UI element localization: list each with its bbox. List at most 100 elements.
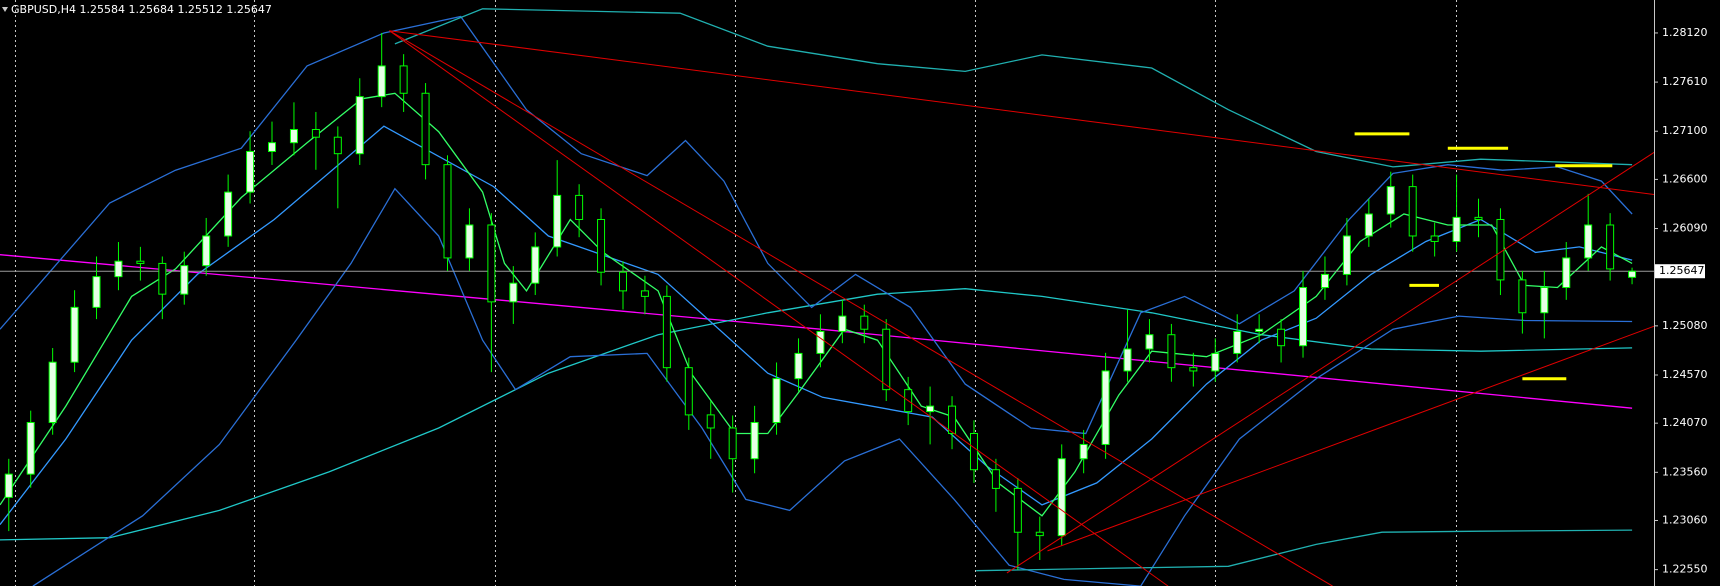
- candle-body: [1342, 235, 1351, 275]
- indicator-line: [394, 8, 1633, 168]
- candle-body: [1474, 216, 1483, 220]
- candle-body: [1189, 367, 1198, 372]
- candle-body: [1299, 287, 1308, 347]
- y-tick-label: 1.25080: [1662, 319, 1708, 332]
- candle-body: [289, 128, 298, 144]
- candle-body: [443, 164, 452, 259]
- candle-body: [26, 421, 35, 475]
- candle-body: [662, 295, 671, 369]
- candle-body: [838, 315, 847, 332]
- candle-body: [1167, 334, 1176, 369]
- trend-line: [1047, 325, 1654, 552]
- trend-line: [389, 30, 1169, 586]
- candle-body: [1430, 235, 1439, 242]
- y-tick-label: 1.27610: [1662, 75, 1708, 88]
- candle-body: [1233, 330, 1242, 354]
- candle-body: [1255, 328, 1264, 332]
- candle-body: [640, 290, 649, 297]
- candle-body: [70, 306, 79, 363]
- candle-body: [991, 469, 1000, 489]
- candle-body: [1211, 352, 1220, 372]
- candle-body: [487, 224, 496, 303]
- candle-body: [860, 315, 869, 330]
- candle-body: [4, 473, 13, 498]
- candle-body: [618, 271, 627, 292]
- price-axis: 1.28120 1.27610 1.27100 1.26600 1.26090 1.250…: [1654, 26, 1708, 576]
- candle-body: [553, 194, 562, 248]
- candle-body: [246, 150, 255, 193]
- y-tick-label: 1.23560: [1662, 465, 1708, 478]
- y-tick-label: 1.24570: [1662, 368, 1708, 381]
- candle-body: [1101, 370, 1110, 445]
- candle-body: [1079, 443, 1088, 460]
- candle-body: [706, 414, 715, 429]
- y-tick-label: 1.24070: [1662, 416, 1708, 429]
- candle-body: [202, 235, 211, 267]
- candle-body: [1277, 328, 1286, 347]
- y-tick-label: 1.28120: [1662, 26, 1708, 39]
- candle-body: [1013, 487, 1022, 533]
- candle-body: [1628, 270, 1637, 278]
- candle-body: [1452, 216, 1461, 242]
- candle-body: [114, 260, 123, 278]
- candle-body: [1518, 279, 1527, 314]
- candle-body: [816, 330, 825, 354]
- candle-body: [224, 191, 233, 237]
- candle-body: [180, 265, 189, 295]
- candle-body: [311, 128, 320, 138]
- candle-body: [1320, 273, 1329, 289]
- candle-body: [136, 260, 145, 264]
- candle-body: [948, 405, 957, 434]
- candle-body: [333, 136, 342, 155]
- candle-body: [728, 427, 737, 460]
- current-price-label: 1.25647: [1659, 264, 1705, 277]
- candle-body: [1562, 257, 1571, 289]
- trend-line: [389, 30, 1654, 195]
- chart-title: GBPUSD,H4 1.25584 1.25684 1.25512 1.2564…: [11, 3, 272, 16]
- trend-line: [1006, 151, 1654, 574]
- current-price-box: [1655, 264, 1705, 279]
- candle-body: [575, 194, 584, 220]
- candle-body: [268, 142, 277, 152]
- candle-body: [509, 282, 518, 303]
- candle-body: [1540, 287, 1549, 314]
- candle-body: [684, 367, 693, 416]
- candle-body: [772, 378, 781, 423]
- indicator-line: [0, 288, 1633, 541]
- candle-body: [1584, 224, 1593, 259]
- plot-area: [0, 8, 1654, 586]
- candle-body: [158, 262, 167, 295]
- candle-body: [1123, 348, 1132, 372]
- y-tick-label: 1.22550: [1662, 563, 1708, 576]
- candle-body: [1408, 186, 1417, 237]
- candle-body: [969, 432, 978, 471]
- candle-body: [597, 218, 606, 273]
- candle-body: [882, 328, 891, 391]
- trend-line: [389, 30, 1333, 586]
- candle-body: [1606, 224, 1615, 270]
- candle-body: [1496, 218, 1505, 281]
- candle-body: [1035, 531, 1044, 537]
- candle-body: [377, 65, 386, 98]
- candle-body: [421, 92, 430, 166]
- candle-body: [48, 361, 57, 423]
- candle-body: [1145, 334, 1154, 350]
- candle-body: [531, 246, 540, 284]
- y-tick-label: 1.27100: [1662, 124, 1708, 137]
- candle-body: [399, 65, 408, 94]
- candle-body: [1386, 186, 1395, 215]
- y-tick-label: 1.23060: [1662, 513, 1708, 526]
- y-tick-label: 1.26090: [1662, 222, 1708, 235]
- candle-body: [465, 224, 474, 259]
- menu-icon: [2, 7, 8, 12]
- y-tick-label: 1.26600: [1662, 172, 1708, 185]
- indicator-line: [32, 187, 1633, 586]
- candle-body: [1364, 213, 1373, 237]
- candle-body: [750, 421, 759, 460]
- candle-body: [926, 405, 935, 413]
- candle-body: [794, 352, 803, 380]
- candle-body: [92, 276, 101, 308]
